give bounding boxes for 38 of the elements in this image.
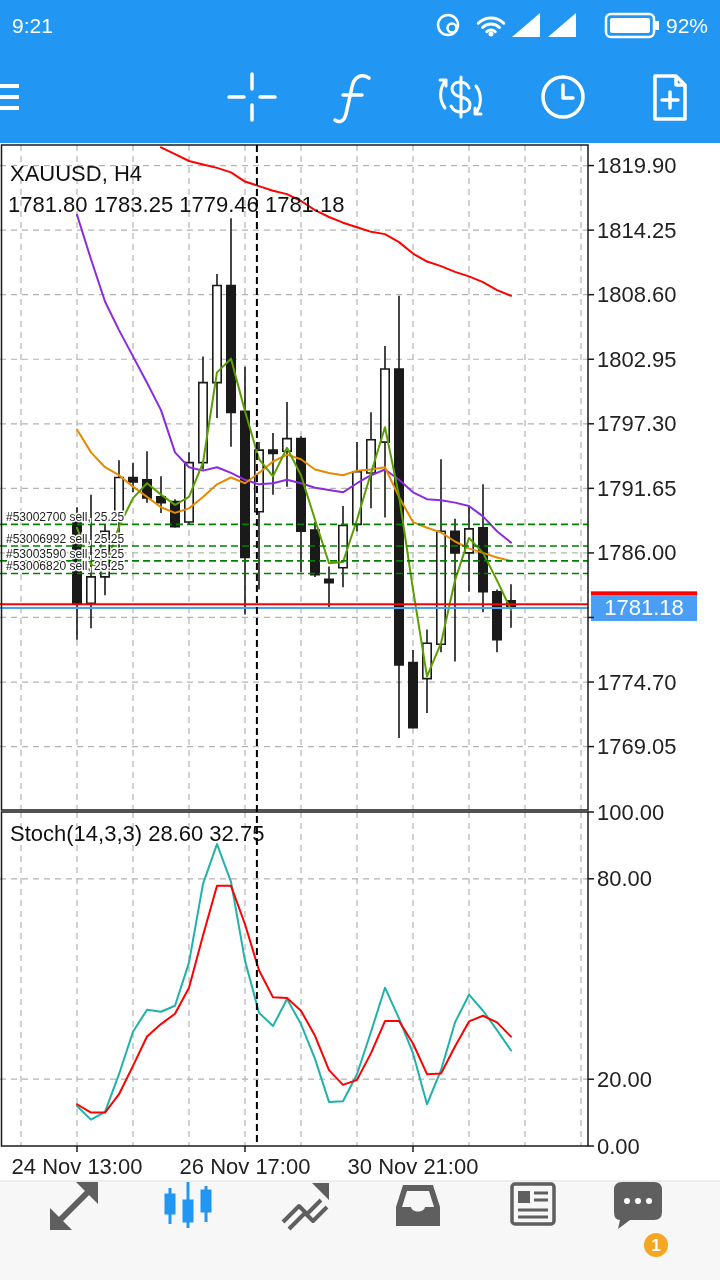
candlestick bbox=[450, 517, 460, 663]
line-series bbox=[76, 884, 512, 1114]
y-tick-label: 1769.05 bbox=[597, 734, 677, 760]
y-tick-label: 100.00 bbox=[597, 799, 665, 825]
x-tick-label: 26 Nov 17:00 bbox=[179, 1154, 311, 1179]
candlestick bbox=[478, 483, 488, 614]
y-tick-label: 1786.00 bbox=[597, 540, 677, 566]
text: 1 bbox=[651, 1236, 661, 1255]
x-tick-label: 24 Nov 13:00 bbox=[11, 1154, 143, 1179]
candlestick bbox=[268, 432, 278, 496]
candlestick bbox=[156, 475, 166, 514]
y-tick-label: 1808.60 bbox=[597, 282, 677, 308]
y-tick-label: 20.00 bbox=[597, 1066, 653, 1092]
candlestick bbox=[282, 401, 292, 488]
candlestick bbox=[380, 345, 390, 519]
candlestick bbox=[128, 461, 138, 494]
ref-line-label: 1781.18 bbox=[604, 595, 684, 621]
y-tick-label: 1791.65 bbox=[597, 475, 677, 501]
text: 92% bbox=[665, 14, 708, 37]
chart-title: Stoch(14,3,3) 28.60 32.75 bbox=[10, 821, 265, 846]
candlestick bbox=[408, 649, 418, 729]
candlestick bbox=[324, 565, 334, 609]
candlestick bbox=[226, 217, 236, 448]
text: XAUUSD, H4 bbox=[10, 161, 143, 186]
y-tick-label: 80.00 bbox=[597, 866, 653, 892]
candlestick bbox=[310, 521, 320, 578]
y-tick-label: 0.00 bbox=[597, 1133, 640, 1159]
y-tick-label: 1797.30 bbox=[597, 411, 677, 437]
text: 9:21 bbox=[12, 14, 53, 37]
x-tick-label: 30 Nov 21:00 bbox=[347, 1154, 479, 1179]
candlestick bbox=[492, 588, 502, 654]
candlestick bbox=[212, 273, 222, 419]
y-tick-label: 1819.90 bbox=[597, 153, 677, 179]
y-tick-label: 1774.70 bbox=[597, 669, 677, 695]
candlestick bbox=[394, 295, 404, 739]
candlestick bbox=[198, 355, 208, 471]
y-tick-label: 1802.95 bbox=[597, 346, 677, 372]
y-tick-label: 1814.25 bbox=[597, 217, 677, 243]
